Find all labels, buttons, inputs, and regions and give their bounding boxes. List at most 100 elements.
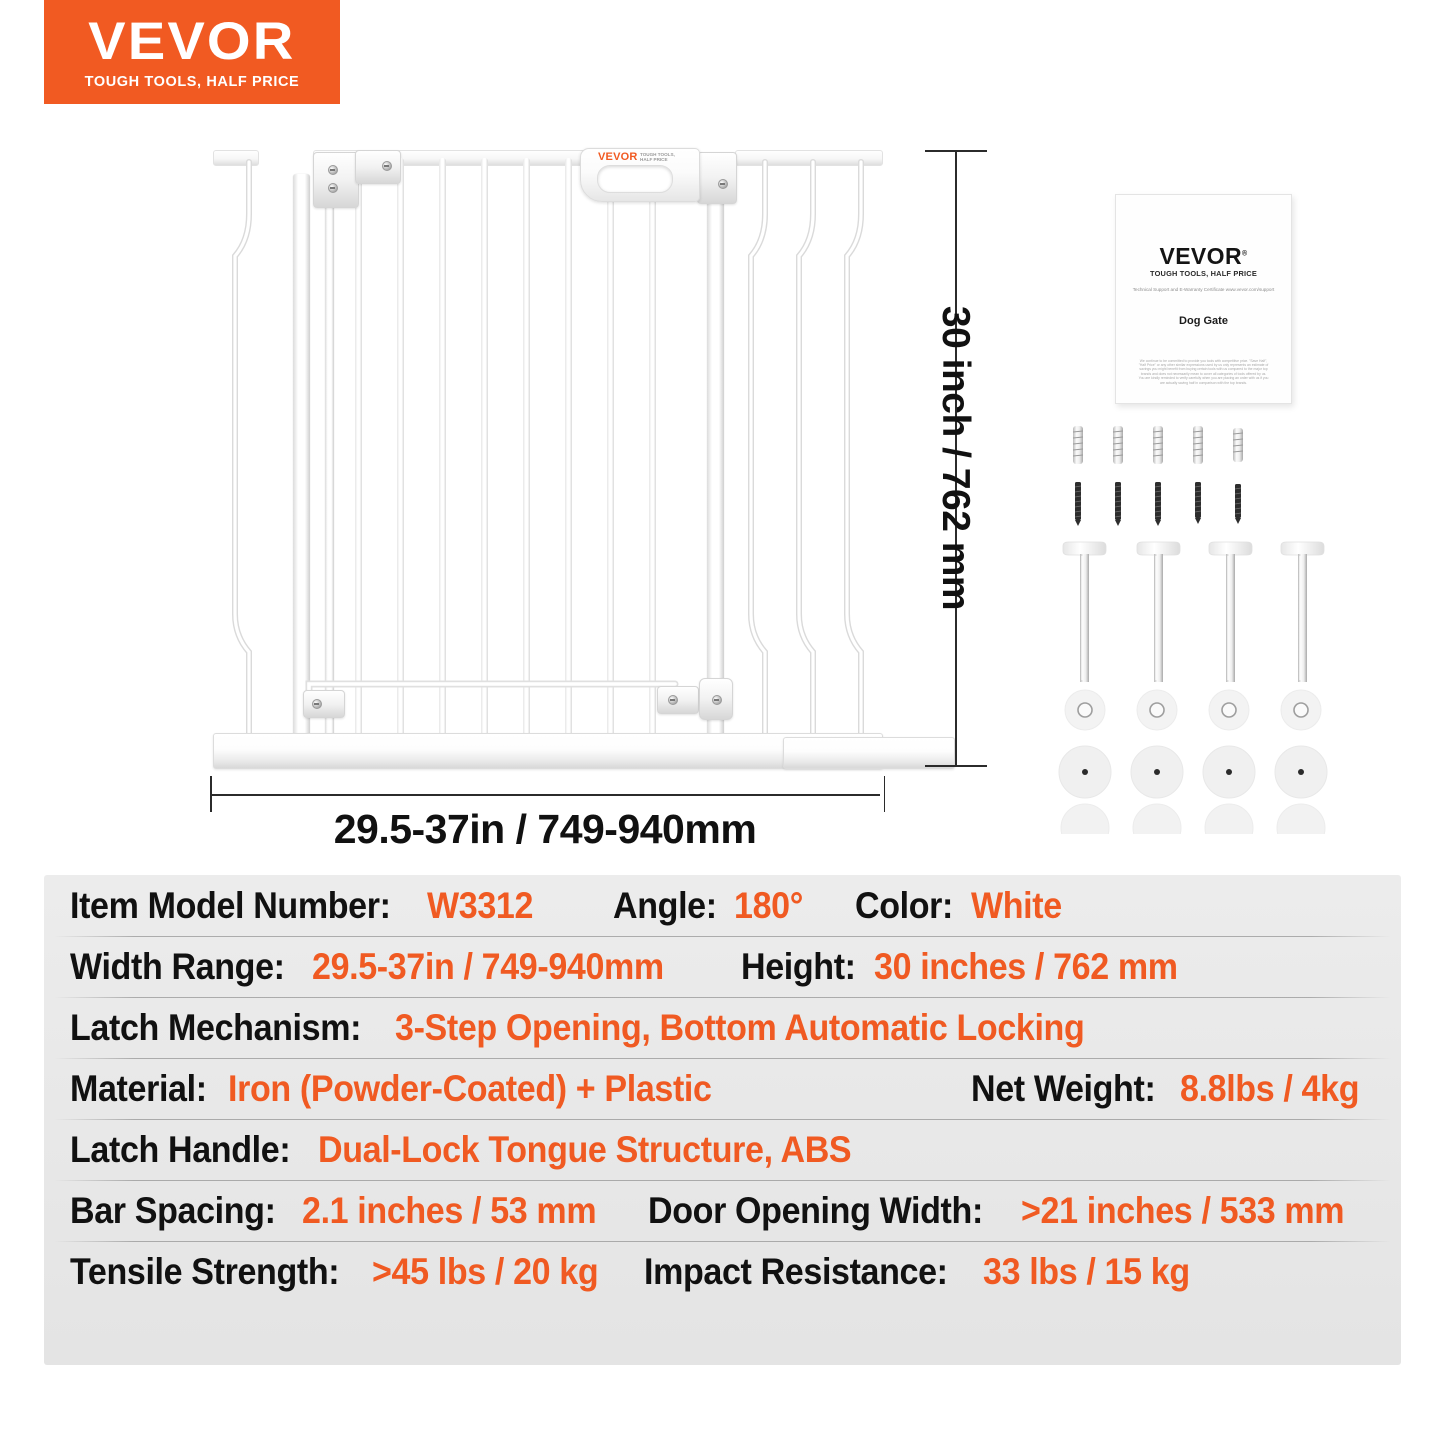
gate-hinge-top-left-outer <box>355 150 401 184</box>
gate-bar <box>355 158 362 738</box>
spec-key: Bar Spacing: <box>70 1189 276 1231</box>
latch-screw <box>718 179 728 189</box>
handle-brand-subtext: TOUGH TOOLS, HALF PRICE <box>640 152 675 162</box>
spec-key: Latch Handle: <box>70 1128 291 1170</box>
washer-row <box>1058 745 1328 799</box>
spec-row: Width Range: 29.5-37in / 749-940mm Heigh… <box>44 936 1401 997</box>
spec-cell-material: Material: Iron (Powder-Coated) + Plastic <box>70 1068 753 1110</box>
spec-cell-height: Height: 30 inches / 762 mm <box>741 946 1205 988</box>
gate-bar <box>565 158 572 738</box>
dimension-cap-right <box>883 776 885 812</box>
spec-value: 8.8lbs / 4kg <box>1180 1067 1360 1109</box>
dimension-cap-bottom <box>925 765 987 767</box>
gate-bar <box>481 158 488 738</box>
dog-gate-illustration: VEVOR TOUGH TOOLS, HALF PRICE <box>205 144 955 769</box>
gate-latch-top-block <box>697 152 737 204</box>
handle-brand-text: VEVOR <box>598 151 638 163</box>
gate-bottom-rail-extension <box>783 737 955 769</box>
spec-row: Item Model Number: W3312 Angle: 180° Col… <box>44 875 1401 936</box>
spec-key: Color: <box>855 884 954 926</box>
hinge-screw <box>328 165 338 175</box>
spec-key: Angle: <box>612 884 717 926</box>
latch-handle[interactable]: VEVOR TOUGH TOOLS, HALF PRICE <box>580 148 702 204</box>
manual-product-title: Dog Gate <box>1179 315 1228 327</box>
spec-value: 30 inches / 762 mm <box>874 945 1179 987</box>
spec-value: Iron (Powder-Coated) + Plastic <box>227 1067 712 1109</box>
height-dimension-label: 30 inch / 762 mm <box>934 305 977 611</box>
spec-value: W3312 <box>427 884 534 926</box>
latch-screw <box>712 695 722 705</box>
hinge-screw <box>312 699 322 709</box>
width-dimension: 29.5-37in / 749-940mm <box>205 776 885 856</box>
spec-row: Latch Handle: Dual-Lock Tongue Structure… <box>44 1119 1401 1180</box>
spec-key: Tensile Strength: <box>70 1250 340 1292</box>
spec-value: Dual-Lock Tongue Structure, ABS <box>318 1128 852 1170</box>
width-dimension-label: 29.5-37in / 749-940mm <box>333 806 757 852</box>
spec-cell-tensile-strength: Tensile Strength: >45 lbs / 20 kg <box>70 1251 618 1293</box>
spec-row: Material: Iron (Powder-Coated) + Plastic… <box>44 1058 1401 1119</box>
spec-cell-latch-mechanism: Latch Mechanism: 3-Step Opening, Bottom … <box>70 1007 1145 1049</box>
gate-frame-post-hinge <box>325 166 334 740</box>
gate-latch-bottom-lock <box>699 678 733 720</box>
wall-anchor-row <box>1072 426 1244 464</box>
hinge-screw <box>668 695 678 705</box>
spec-cell-impact-resistance: Impact Resistance: 33 lbs / 15 kg <box>644 1251 1208 1293</box>
spec-value: 29.5-37in / 749-940mm <box>312 945 665 987</box>
spec-cell-item-model-number: Item Model Number: W3312 <box>70 885 543 927</box>
gate-top-rail-left <box>213 150 259 166</box>
gate-frame-post-latch <box>707 178 724 740</box>
spec-key: Height: <box>740 945 856 987</box>
manual-brand-word: VEVOR <box>1159 243 1242 269</box>
gate-hinge-bottom-latch <box>657 686 699 714</box>
product-illustration-area: VEVOR TOUGH TOOLS, HALF PRICE 30 inch / … <box>0 104 1445 852</box>
vevor-logo: VEVOR TOUGH TOOLS, HALF PRICE <box>44 0 340 104</box>
gate-frame-post-left <box>293 174 310 740</box>
gate-top-rail-right <box>735 150 883 166</box>
spec-value: 180° <box>734 884 804 926</box>
gate-hinge-bottom-left <box>303 690 345 718</box>
latch-handle-grip-opening <box>597 165 673 193</box>
spec-key: Door Opening Width: <box>648 1189 984 1231</box>
manual-registered-mark: ® <box>1241 250 1248 258</box>
spec-cell-bar-spacing: Bar Spacing: 2.1 inches / 53 mm <box>70 1190 622 1232</box>
spec-value: >21 inches / 533 mm <box>1021 1189 1345 1231</box>
spec-cell-net-weight: Net Weight: 8.8lbs / 4kg <box>971 1068 1375 1110</box>
spec-key: Net Weight: <box>970 1067 1156 1109</box>
dimension-line-vertical <box>955 150 957 766</box>
manual-tagline: TOUGH TOOLS, HALF PRICE <box>1150 269 1257 278</box>
hardware-parts <box>1058 426 1328 834</box>
gate-bar <box>607 200 614 738</box>
spec-value: White <box>970 884 1062 926</box>
spec-value: 33 lbs / 15 kg <box>982 1250 1190 1292</box>
spec-row: Latch Mechanism: 3-Step Opening, Bottom … <box>44 997 1401 1058</box>
gate-bar <box>649 200 656 738</box>
gate-bar <box>439 158 446 738</box>
dimension-line-horizontal <box>210 794 880 796</box>
threaded-bolt-row <box>1062 541 1325 682</box>
spec-key: Width Range: <box>70 945 285 987</box>
spec-key: Latch Mechanism: <box>70 1006 362 1048</box>
spec-row: Tensile Strength: >45 lbs / 20 kg Impact… <box>44 1241 1401 1302</box>
spec-cell-door-opening-width: Door Opening Width: >21 inches / 533 mm <box>648 1190 1372 1232</box>
gate-hinge-top-left <box>313 152 359 208</box>
gate-bar <box>523 158 530 738</box>
thumb-nut-row <box>1064 689 1322 731</box>
spec-cell-color: Color: White <box>855 885 1069 927</box>
logo-wordmark: VEVOR <box>88 11 296 71</box>
specification-table: Item Model Number: W3312 Angle: 180° Col… <box>44 875 1401 1365</box>
gate-bottom-rail <box>213 733 883 769</box>
spec-value: >45 lbs / 20 kg <box>371 1250 599 1292</box>
manual-fine-print: We continue to be committed to provide y… <box>1138 358 1269 385</box>
spec-key: Item Model Number: <box>70 884 391 926</box>
manual-support-line: Technical Support and E-Warranty Certifi… <box>1132 287 1275 292</box>
spec-cell-latch-handle: Latch Handle: Dual-Lock Tongue Structure… <box>70 1129 898 1171</box>
height-dimension: 30 inch / 762 mm <box>900 138 1010 778</box>
wall-pad-row <box>1060 803 1326 834</box>
spec-key: Impact Resistance: <box>643 1250 948 1292</box>
spec-value: 2.1 inches / 53 mm <box>302 1189 597 1231</box>
instruction-manual: VEVOR® TOUGH TOOLS, HALF PRICE Technical… <box>1115 194 1292 404</box>
spec-value: 3-Step Opening, Bottom Automatic Locking <box>395 1006 1085 1048</box>
gate-bar <box>397 158 404 738</box>
spec-row: Bar Spacing: 2.1 inches / 53 mm Door Ope… <box>44 1180 1401 1241</box>
spec-cell-angle: Angle: 180° <box>613 885 810 927</box>
